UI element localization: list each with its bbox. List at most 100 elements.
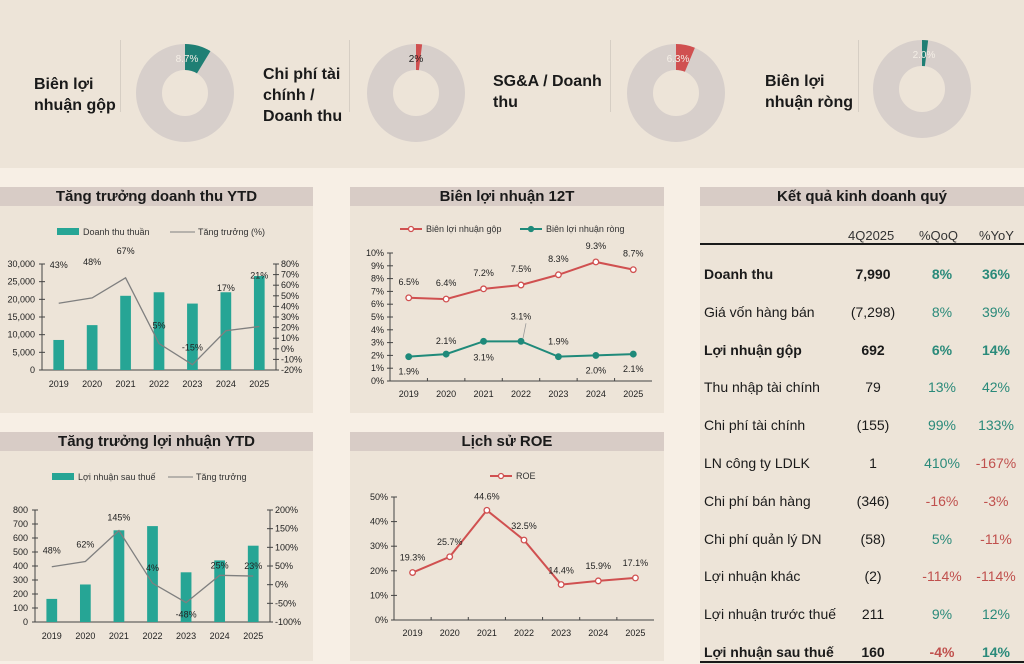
- y-tick-label-left: 200: [13, 589, 28, 599]
- y-tick-label-right: 30%: [281, 312, 299, 322]
- y-tick-label-right: 100%: [275, 542, 298, 552]
- kpi-label-line: Biên lợi: [765, 73, 825, 90]
- data-point: [480, 337, 488, 345]
- y-tick-label-right: -50%: [275, 598, 296, 608]
- row-value: (2): [864, 568, 882, 585]
- x-tick-label: 2021: [109, 631, 129, 641]
- data-point: [592, 351, 600, 359]
- data-point: [442, 350, 450, 358]
- x-tick-label: 2022: [511, 389, 531, 399]
- row-value: 1: [869, 455, 877, 471]
- table-row: Lợi nhuận khác (2) -114% -114%: [700, 568, 1024, 588]
- row-label: Chi phí bán hàng: [704, 492, 811, 509]
- col-header-yoy: %YoY: [979, 228, 1014, 243]
- data-label: 2.1%: [623, 364, 644, 374]
- row-yoy: -11%: [980, 530, 1012, 547]
- y-tick-label: 10%: [370, 590, 388, 600]
- y-tick-label-right: 0%: [281, 344, 294, 354]
- growth-line: [58, 276, 260, 366]
- data-point: [629, 266, 637, 274]
- y-tick-label: 5%: [371, 312, 384, 322]
- y-tick-label-left: 10,000: [7, 330, 35, 340]
- kpi-divider: [349, 40, 350, 112]
- row-label: Lợi nhuận sau thuế: [704, 644, 834, 660]
- y-tick-label: 6%: [371, 299, 384, 309]
- col-header-qoq: %QoQ: [919, 228, 959, 243]
- growth-data-label: 43%: [50, 260, 68, 270]
- x-tick-label: 2022: [142, 631, 162, 641]
- legend-marker: [497, 472, 505, 480]
- y-tick-label-right: 200%: [275, 505, 298, 515]
- donut-segment: [676, 44, 695, 72]
- growth-data-label: 145%: [107, 513, 130, 523]
- y-tick-label-left: 700: [13, 519, 28, 529]
- legend-marker: [527, 225, 535, 233]
- bar: [120, 295, 131, 370]
- kpi-divider: [858, 40, 859, 112]
- row-qoq: 5%: [931, 530, 953, 547]
- donut-value-label: 6.3%: [667, 54, 690, 65]
- y-tick-label-left: 5,000: [12, 347, 35, 357]
- data-label: 8.3%: [548, 254, 569, 264]
- data-point: [405, 353, 413, 361]
- legend-label: Biên lợi nhuận ròng: [546, 224, 624, 234]
- x-tick-label: 2022: [514, 628, 534, 638]
- row-yoy: 42%: [981, 379, 1011, 396]
- row-qoq: 9%: [931, 606, 953, 623]
- donut-value-label: 2%: [409, 54, 424, 65]
- row-yoy: 133%: [978, 417, 1014, 434]
- data-point: [483, 506, 491, 514]
- x-tick-label: 2024: [210, 631, 230, 641]
- kpi-divider: [610, 40, 611, 112]
- data-point: [594, 577, 602, 585]
- data-point: [442, 295, 450, 303]
- y-tick-label: 50%: [370, 492, 388, 502]
- y-tick-label: 8%: [371, 274, 384, 284]
- x-tick-label: 2025: [243, 631, 263, 641]
- x-tick-label: 2019: [399, 389, 419, 399]
- kpi-label-line: Doanh thu: [263, 108, 343, 125]
- row-yoy: 36%: [981, 266, 1011, 282]
- donut-value-label: 2.0%: [913, 50, 936, 61]
- growth-data-label: 21%: [250, 271, 268, 281]
- y-tick-label-left: 15,000: [7, 312, 35, 322]
- kpi-label-line: nhuận gộp: [34, 97, 116, 114]
- row-value: (155): [856, 417, 890, 434]
- x-tick-label: 2024: [588, 628, 608, 638]
- data-label: 7.2%: [473, 268, 494, 278]
- row-qoq: 410%: [924, 455, 960, 471]
- legend-swatch-bar: [52, 473, 74, 480]
- panel-revenue: Tăng trưởng doanh thu YTD Doanh thu thuầ…: [0, 187, 313, 413]
- donut-segment: [185, 44, 211, 74]
- y-tick-label-right: 10%: [281, 333, 299, 343]
- legend-label: ROE: [516, 471, 536, 481]
- x-tick-label: 2023: [182, 379, 202, 389]
- panel-margin: Biên lợi nhuận 12T Biên lợi nhuận gộp Biê…: [350, 187, 664, 413]
- row-value: (7,298): [850, 303, 896, 320]
- y-tick-label-left: 0: [23, 617, 28, 627]
- donut-net-margin: 2.0%: [873, 40, 971, 138]
- row-yoy: 39%: [981, 303, 1011, 320]
- chart-profit: Lợi nhuận sau thuế Tăng trưởng 0 100 200 300 4…: [13, 472, 301, 641]
- data-point: [517, 337, 525, 345]
- bar: [46, 598, 58, 622]
- bar: [79, 584, 91, 622]
- bar: [247, 545, 259, 622]
- kpi-label-line: thu: [493, 94, 518, 111]
- kpi-label-fin-cost: Chi phí tài chính / Doanh thu: [263, 64, 342, 127]
- y-tick-label: 0%: [371, 376, 384, 386]
- y-tick-label-left: 600: [13, 533, 28, 543]
- y-tick-label: 2%: [371, 350, 384, 360]
- bar: [53, 339, 65, 370]
- growth-data-label: 5%: [152, 321, 165, 331]
- kpi-label-line: Chi phí tài: [263, 66, 341, 83]
- col-header-quarter: 4Q2025: [848, 228, 895, 243]
- table-row: LN công ty LDLK 1 410% -167%: [700, 455, 1024, 475]
- data-point: [629, 350, 637, 358]
- row-qoq: 6%: [931, 341, 953, 358]
- data-point: [517, 281, 525, 289]
- row-label: Lợi nhuận trước thuế: [704, 606, 837, 623]
- panel-roe: Lịch sử ROE ROE 0% 10% 20% 30% 40% 50% 2019 2020…: [350, 432, 664, 661]
- data-label: 7.5%: [511, 264, 532, 274]
- row-qoq: -16%: [925, 492, 959, 509]
